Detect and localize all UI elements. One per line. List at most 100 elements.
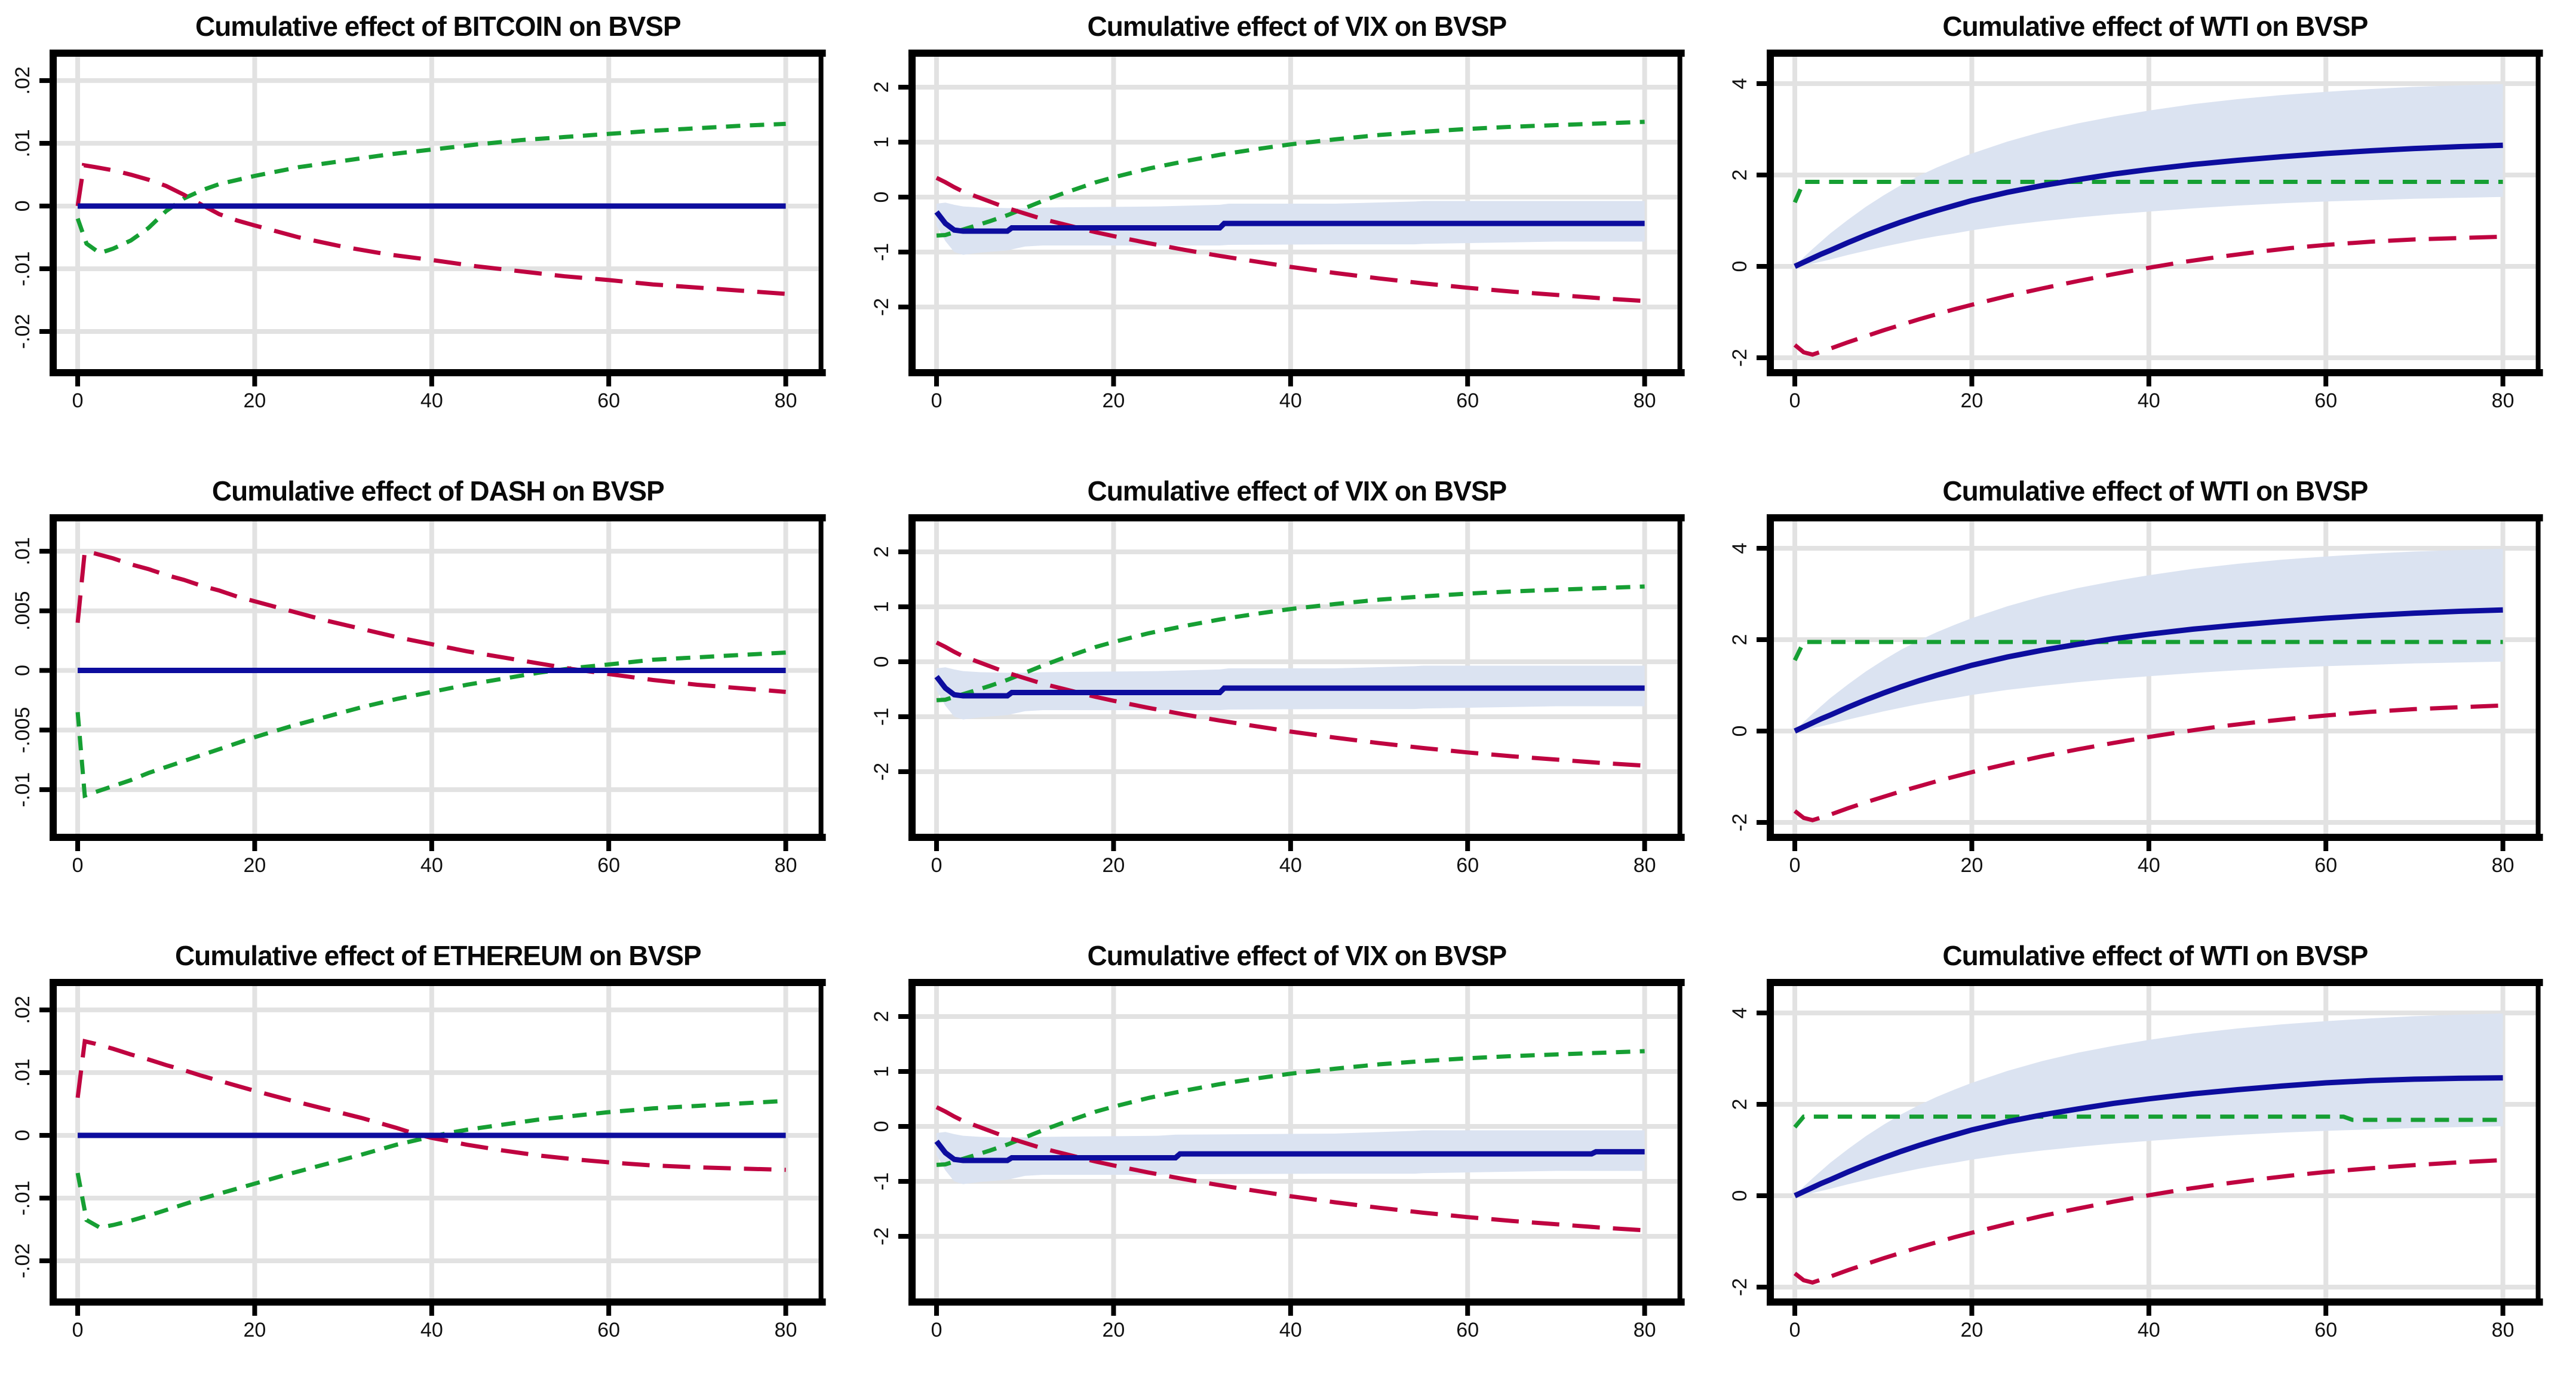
axes: 0 20 40 60 80 2 1 0 -1 -2 bbox=[870, 82, 1656, 412]
x-tick-label: 0 bbox=[1789, 854, 1801, 877]
chart-title: Cumulative effect of VIX on BVSP bbox=[1087, 475, 1506, 506]
y-tick bbox=[1757, 1101, 1767, 1107]
y-tick-label: -.01 bbox=[11, 251, 34, 287]
y-tick bbox=[39, 328, 50, 334]
x-tick-label: 60 bbox=[1456, 854, 1479, 877]
x-tick-label: 60 bbox=[2315, 389, 2338, 412]
y-tick-label: 2 bbox=[1728, 170, 1751, 181]
x-tick bbox=[1288, 841, 1293, 851]
x-tick bbox=[934, 841, 939, 851]
x-tick-label: 20 bbox=[244, 389, 266, 412]
y-tick bbox=[1757, 81, 1767, 86]
chart-cumulative-wti-on-bvsp-1: Cumulative effect of WTI on BVSP 0 20 40 60… bbox=[1728, 11, 2543, 412]
upper-bound-line bbox=[936, 584, 1645, 702]
lower-bound-line bbox=[935, 176, 1645, 303]
x-tick-label: 80 bbox=[775, 389, 797, 412]
plot-area: 0 20 40 60 80 2 1 0 -1 -2 bbox=[870, 50, 1685, 412]
x-tick bbox=[2323, 841, 2329, 851]
x-tick bbox=[1792, 841, 1798, 851]
x-tick bbox=[2147, 841, 2152, 851]
x-tick-label: 0 bbox=[1789, 1319, 1801, 1341]
upper-bound-line bbox=[1793, 640, 2503, 661]
lower-bound-line bbox=[935, 640, 1645, 768]
chart-title: Cumulative effect of WTI on BVSP bbox=[1943, 940, 2368, 971]
chart-cumulative-wti-on-bvsp-2: Cumulative effect of WTI on BVSP 0 20 40 60… bbox=[1728, 475, 2543, 877]
y-tick-label: 0 bbox=[870, 656, 893, 668]
axes: 0 20 40 60 80 2 1 0 -1 -2 bbox=[870, 1011, 1656, 1341]
x-tick-label: 40 bbox=[2138, 854, 2160, 877]
chart-cumulative-vix-on-bvsp-3: Cumulative effect of VIX on BVSP 0 20 40 60… bbox=[870, 940, 1685, 1341]
x-tick-label: 40 bbox=[1279, 389, 1302, 412]
y-tick bbox=[898, 659, 908, 665]
chart-title: Cumulative effect of WTI on BVSP bbox=[1943, 11, 2368, 42]
x-tick-label: 20 bbox=[244, 854, 266, 877]
y-tick bbox=[39, 1195, 50, 1200]
y-tick-label: 2 bbox=[1728, 1099, 1751, 1110]
x-tick-label: 40 bbox=[1279, 854, 1302, 877]
x-tick bbox=[2147, 376, 2152, 386]
x-tick-label: 0 bbox=[72, 854, 84, 877]
x-tick-label: 60 bbox=[2315, 1319, 2338, 1341]
y-tick-label: 0 bbox=[11, 665, 34, 676]
x-tick bbox=[2147, 1306, 2152, 1316]
x-tick-label: 60 bbox=[1456, 389, 1479, 412]
y-tick-label: 0 bbox=[1728, 261, 1751, 272]
gridlines bbox=[57, 57, 819, 369]
x-tick bbox=[1792, 1306, 1798, 1316]
plot-frame bbox=[1767, 979, 2543, 1306]
x-tick bbox=[1969, 841, 1975, 851]
x-tick bbox=[1792, 376, 1798, 386]
y-tick bbox=[1757, 264, 1767, 269]
x-tick-label: 80 bbox=[1633, 1319, 1656, 1341]
y-tick bbox=[898, 714, 908, 720]
upper-bound-line bbox=[936, 1049, 1645, 1167]
upper-bound-line bbox=[936, 119, 1645, 238]
x-tick-label: 80 bbox=[2492, 854, 2514, 877]
chart-cumulative-vix-on-bvsp-1: Cumulative effect of VIX on BVSP 0 20 40 60… bbox=[870, 11, 1685, 412]
point-estimate-line bbox=[934, 1140, 1645, 1163]
y-tick-label: -2 bbox=[1728, 1278, 1751, 1296]
confidence-band bbox=[1795, 84, 2503, 267]
y-tick bbox=[39, 1258, 50, 1263]
x-tick bbox=[429, 841, 434, 851]
y-tick-label: 2 bbox=[870, 82, 893, 93]
upper-bound-line bbox=[1793, 179, 2503, 204]
x-tick-label: 0 bbox=[931, 1319, 942, 1341]
y-tick bbox=[39, 548, 50, 554]
y-tick bbox=[39, 78, 50, 83]
y-tick bbox=[898, 769, 908, 775]
confidence-band bbox=[1795, 1013, 2503, 1196]
x-tick bbox=[75, 841, 81, 851]
confidence-band bbox=[936, 201, 1645, 255]
x-tick bbox=[1464, 376, 1470, 386]
x-tick-label: 20 bbox=[1102, 854, 1125, 877]
y-tick-label: 0 bbox=[1728, 726, 1751, 737]
y-tick-label: 4 bbox=[1728, 78, 1751, 90]
x-tick bbox=[1464, 1306, 1470, 1316]
y-tick bbox=[898, 195, 908, 200]
x-tick-label: 20 bbox=[1102, 389, 1125, 412]
x-tick bbox=[1288, 1306, 1293, 1316]
y-tick bbox=[1757, 355, 1767, 361]
x-tick bbox=[1969, 376, 1975, 386]
y-tick-label: 2 bbox=[870, 1011, 893, 1023]
y-tick bbox=[898, 604, 908, 609]
x-tick-label: 80 bbox=[775, 854, 797, 877]
y-tick-label: 2 bbox=[870, 546, 893, 558]
x-tick-label: 40 bbox=[420, 1319, 443, 1341]
y-tick bbox=[1757, 637, 1767, 642]
y-tick bbox=[39, 608, 50, 613]
y-tick-label: -.02 bbox=[11, 314, 34, 349]
y-tick-label: 0 bbox=[870, 192, 893, 203]
x-tick-label: 60 bbox=[597, 1319, 620, 1341]
x-tick-label: 0 bbox=[931, 854, 942, 877]
lower-bound-line bbox=[935, 1105, 1645, 1233]
y-tick bbox=[39, 140, 50, 146]
x-tick bbox=[606, 376, 612, 386]
plot-area: 0 20 40 60 80 .02 .01 0 -.01 -.02 bbox=[11, 50, 826, 412]
plot-frame bbox=[50, 979, 826, 1306]
plot-frame bbox=[1767, 50, 2543, 376]
x-tick-label: 40 bbox=[2138, 389, 2160, 412]
